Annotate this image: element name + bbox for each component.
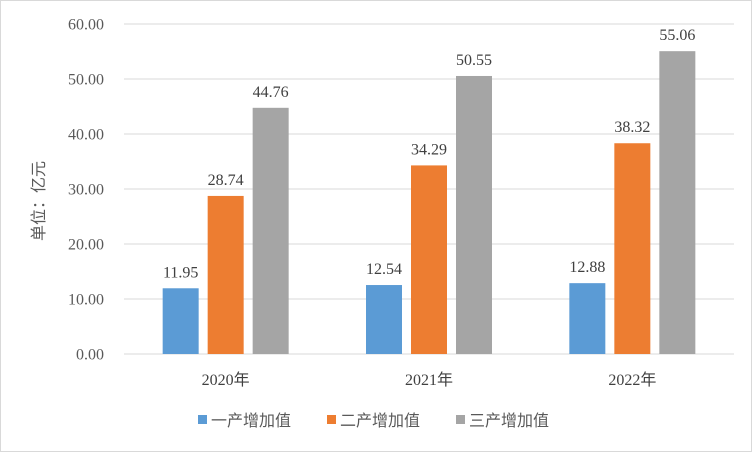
legend-label: 一产增加值 <box>211 411 291 430</box>
data-label: 44.76 <box>253 84 289 101</box>
legend-label: 二产增加值 <box>340 411 420 430</box>
bar <box>659 51 696 355</box>
bar <box>366 285 402 354</box>
data-label: 38.32 <box>614 119 650 136</box>
data-label: 12.88 <box>569 259 605 276</box>
y-axis: 0.00 10.00 20.00 30.00 40.00 50.00 60.00 <box>68 17 104 364</box>
bar <box>207 195 244 354</box>
x-axis: 2020年 2021年 2022年 <box>202 371 657 389</box>
bar <box>569 283 606 354</box>
legend-label: 三产增加值 <box>469 411 549 430</box>
y-tick-label: 30.00 <box>68 182 104 199</box>
y-tick-label: 10.00 <box>68 292 104 309</box>
y-tick-label: 20.00 <box>68 237 104 254</box>
y-tick-label: 0.00 <box>76 347 104 364</box>
legend-swatch <box>327 415 336 424</box>
legend-swatch <box>456 415 465 424</box>
bars <box>162 51 696 355</box>
bar <box>456 75 492 354</box>
y-axis-title: 单位：亿元 <box>29 161 48 241</box>
bar <box>162 288 199 354</box>
data-label: 55.06 <box>659 27 695 44</box>
bar <box>252 107 289 354</box>
data-label: 12.54 <box>366 261 402 278</box>
legend-swatch <box>198 415 207 424</box>
data-label: 11.95 <box>163 264 198 281</box>
data-label: 28.74 <box>208 172 244 189</box>
y-tick-label: 50.00 <box>68 72 104 89</box>
bar <box>411 165 447 354</box>
data-label: 50.55 <box>456 52 492 69</box>
x-tick-label: 2022年 <box>608 371 656 389</box>
y-tick-label: 40.00 <box>68 127 104 144</box>
x-tick-label: 2021年 <box>405 371 453 389</box>
bar <box>614 143 651 354</box>
legend: 一产增加值 二产增加值 三产增加值 <box>198 411 549 430</box>
x-tick-label: 2020年 <box>202 371 250 389</box>
y-tick-label: 60.00 <box>68 17 104 34</box>
data-labels: 11.95 28.74 44.76 12.54 34.29 50.55 12.88 38.32… <box>163 27 695 281</box>
data-label: 34.29 <box>411 141 447 158</box>
